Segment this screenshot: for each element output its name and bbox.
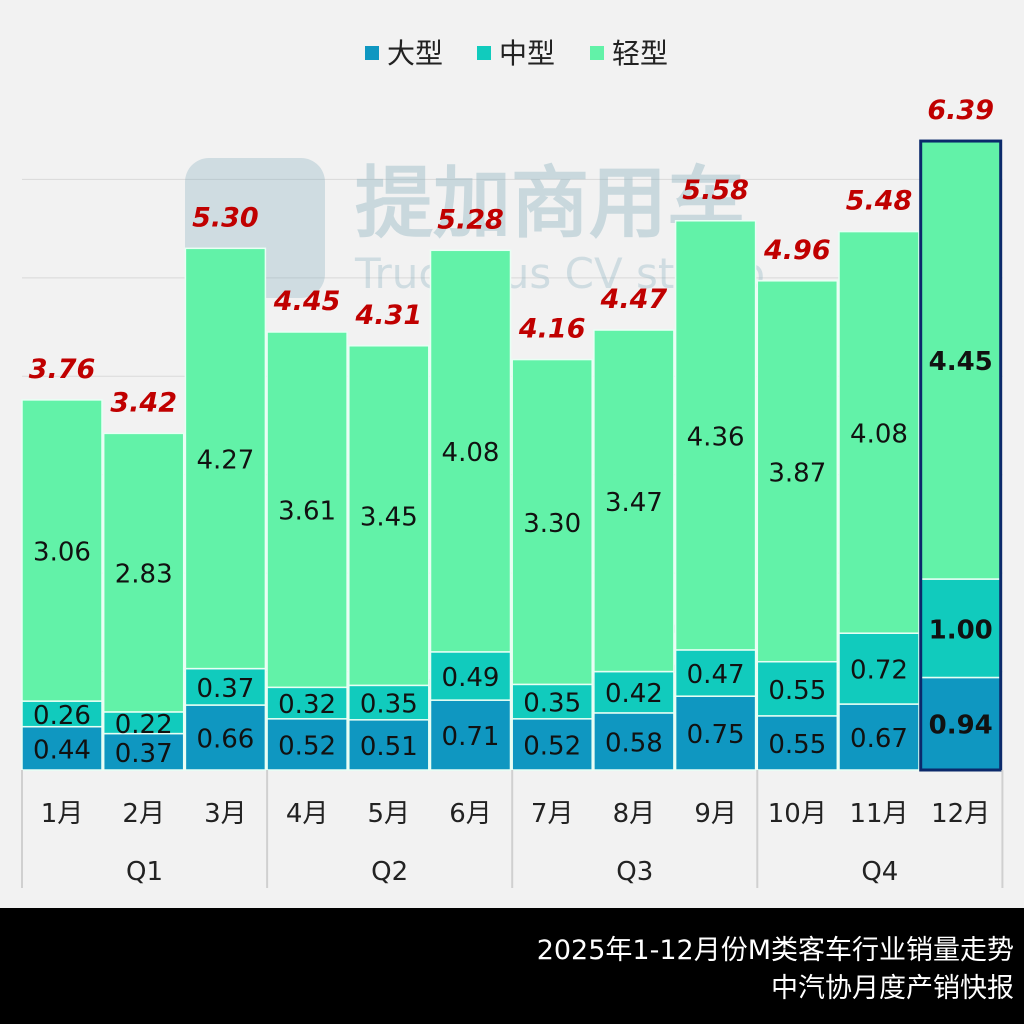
data-label: 3.45 xyxy=(360,503,418,533)
data-label: 3.30 xyxy=(523,509,581,539)
bar-大型-8月 xyxy=(593,712,675,771)
data-label: 0.55 xyxy=(768,730,826,760)
data-label: 0.37 xyxy=(196,674,254,704)
data-label: 0.35 xyxy=(523,689,581,719)
footer-source: 中汽协月度产销快报 xyxy=(771,973,1014,1004)
x-tick-label: 7月 xyxy=(531,799,574,829)
x-tick-label: 8月 xyxy=(613,799,656,829)
data-label: 4.08 xyxy=(442,438,500,468)
x-tick-label: 6月 xyxy=(449,799,492,829)
data-label: 2.83 xyxy=(115,560,173,590)
total-label: 4.47 xyxy=(600,284,668,315)
bar-轻型-3月 xyxy=(184,247,267,670)
data-label: 3.06 xyxy=(33,538,91,568)
total-label: 4.45 xyxy=(273,286,341,317)
data-label: 0.49 xyxy=(442,663,500,693)
bar-大型-1月 xyxy=(21,725,103,771)
data-label: 0.47 xyxy=(687,660,745,690)
bar-大型-10月 xyxy=(756,715,839,771)
total-label: 5.30 xyxy=(192,202,259,233)
total-label: 3.76 xyxy=(29,354,96,385)
total-label: 4.31 xyxy=(354,300,422,331)
data-label: 0.51 xyxy=(360,732,418,762)
bar-轻型-6月 xyxy=(429,249,512,653)
bar-中型-5月 xyxy=(348,684,430,721)
highlight-border xyxy=(919,139,1003,772)
x-tick-label: 4月 xyxy=(286,799,329,829)
bar-中型-9月 xyxy=(674,649,757,697)
x-tick-label: 9月 xyxy=(694,799,737,829)
total-label: 5.58 xyxy=(682,175,749,206)
bar-轻型-11月 xyxy=(838,230,920,634)
bar-轻型-8月 xyxy=(593,329,675,673)
x-tick-label: 2月 xyxy=(122,799,165,829)
legend-label: 轻型 xyxy=(612,37,668,70)
data-label: 0.75 xyxy=(687,720,745,750)
bar-轻型-9月 xyxy=(674,220,757,651)
legend-swatch-大型 xyxy=(365,46,379,60)
legend-label: 大型 xyxy=(387,37,443,70)
data-label: 4.36 xyxy=(687,422,745,452)
group-label: Q4 xyxy=(861,857,898,887)
data-label: 0.67 xyxy=(850,724,908,754)
data-label: 0.35 xyxy=(360,690,418,720)
legend-swatch-中型 xyxy=(477,46,491,60)
bar-中型-4月 xyxy=(266,686,348,720)
data-label: 4.27 xyxy=(196,445,254,475)
bar-中型-6月 xyxy=(429,651,512,701)
total-label: 3.42 xyxy=(110,387,177,418)
total-label: 6.39 xyxy=(927,95,994,126)
bar-轻型-4月 xyxy=(266,331,348,689)
footer-title: 2025年1-12月份M类客车行业销量走势 xyxy=(536,935,1014,966)
bar-轻型-2月 xyxy=(102,432,185,713)
data-label: 0.94 xyxy=(929,711,993,741)
bar-中型-12月 xyxy=(919,578,1002,679)
bar-轻型-1月 xyxy=(21,399,103,702)
group-label: Q1 xyxy=(126,857,163,887)
data-label: 0.22 xyxy=(115,710,173,740)
data-label: 3.47 xyxy=(605,488,663,518)
group-label: Q2 xyxy=(371,857,408,887)
x-tick-label: 5月 xyxy=(368,799,411,829)
data-label: 0.52 xyxy=(523,731,581,761)
data-label: 0.37 xyxy=(115,739,173,769)
data-label: 0.58 xyxy=(605,728,663,758)
bar-轻型-5月 xyxy=(348,345,430,687)
total-label: 4.96 xyxy=(763,235,831,266)
data-label: 0.44 xyxy=(33,735,91,765)
bar-大型-4月 xyxy=(266,718,348,771)
bar-大型-7月 xyxy=(511,718,593,771)
data-label: 4.08 xyxy=(850,419,908,449)
total-label: 5.48 xyxy=(846,186,913,217)
bar-轻型-7月 xyxy=(511,358,593,686)
bar-轻型-10月 xyxy=(756,280,839,663)
bar-中型-11月 xyxy=(838,632,920,705)
x-tick-label: 10月 xyxy=(768,799,827,829)
footer-banner: 2025年1-12月份M类客车行业销量走势 中汽协月度产销快报 xyxy=(0,908,1024,1024)
bar-大型-11月 xyxy=(838,703,920,771)
data-label: 0.66 xyxy=(196,725,254,755)
total-label: 5.28 xyxy=(437,204,504,235)
data-label: 0.71 xyxy=(442,722,500,752)
data-label: 4.45 xyxy=(929,347,993,377)
group-label: Q3 xyxy=(616,857,653,887)
x-tick-label: 11月 xyxy=(849,799,908,829)
data-label: 0.55 xyxy=(768,676,826,706)
x-tick-label: 3月 xyxy=(204,799,247,829)
legend-swatch-轻型 xyxy=(590,46,604,60)
data-label: 0.52 xyxy=(278,731,336,761)
x-tick-label: 1月 xyxy=(41,799,84,829)
total-label: 4.16 xyxy=(518,314,586,345)
data-label: 0.32 xyxy=(278,690,336,720)
data-label: 0.72 xyxy=(850,656,908,686)
data-label: 3.61 xyxy=(278,497,336,527)
data-label: 0.42 xyxy=(605,679,663,709)
data-label: 3.87 xyxy=(768,458,826,488)
data-label: 0.26 xyxy=(33,701,91,731)
data-label: 1.00 xyxy=(929,615,993,645)
x-tick-label: 12月 xyxy=(931,799,990,829)
legend-label: 中型 xyxy=(499,37,555,70)
